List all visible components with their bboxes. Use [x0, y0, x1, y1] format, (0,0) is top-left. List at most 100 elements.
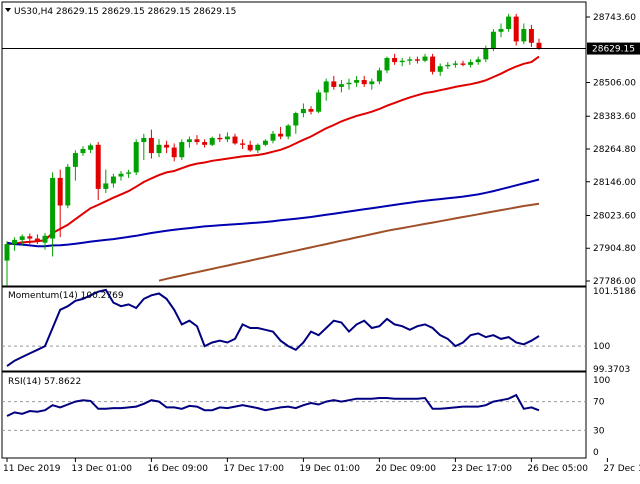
candle-body	[12, 239, 18, 245]
candle	[72, 150, 78, 181]
candle-body	[475, 59, 481, 63]
candle-body	[126, 172, 132, 174]
candle-body	[156, 144, 162, 154]
candle	[270, 131, 276, 144]
moving-averages	[6, 55, 540, 282]
candle-body	[384, 57, 390, 71]
candle	[12, 237, 18, 251]
candle-body	[19, 236, 25, 240]
candle	[316, 89, 322, 114]
price-tick-label: 27904.80	[593, 244, 636, 254]
candle-body	[164, 144, 170, 148]
rsi-tick-label: 70	[593, 398, 605, 408]
candle	[300, 103, 306, 118]
price-axis: 28743.60 28506.00 28383.60 28264.80 28146.00…	[2, 13, 640, 287]
candle-body	[445, 64, 451, 67]
ema-fast-line	[6, 55, 540, 246]
candle	[186, 136, 192, 148]
candle-body	[338, 84, 344, 87]
price-tick-label: 28743.60	[593, 13, 636, 23]
time-tick-label: 19 Dec 01:00	[299, 464, 360, 474]
candle	[217, 133, 223, 143]
candle	[430, 53, 436, 75]
candle	[4, 241, 10, 286]
ema-slow-line	[158, 202, 540, 282]
candle	[346, 78, 352, 90]
candle	[194, 135, 200, 145]
candle-body	[528, 29, 534, 43]
candle	[506, 13, 512, 32]
rsi-tick-label: 30	[593, 426, 605, 436]
candle-body	[521, 29, 527, 42]
candle	[126, 169, 132, 178]
candle	[498, 23, 504, 38]
time-tick-label: 13 Dec 01:00	[71, 464, 132, 474]
candle	[468, 59, 474, 68]
candle-body	[536, 42, 542, 49]
candle	[50, 172, 56, 257]
candle	[95, 142, 101, 200]
candle-body	[80, 148, 86, 154]
ema-mid-line	[6, 178, 540, 248]
candle-body	[369, 81, 375, 85]
time-tick-label: 20 Dec 09:00	[375, 464, 436, 474]
candle-body	[171, 147, 177, 158]
candle	[452, 60, 458, 68]
time-tick-label: 23 Dec 17:00	[451, 464, 512, 474]
candle-body	[361, 80, 367, 85]
time-tick-label: 26 Dec 05:00	[527, 464, 588, 474]
candle-body	[376, 70, 382, 82]
candle	[110, 173, 116, 188]
candle-body	[240, 143, 246, 145]
candle	[209, 136, 215, 147]
momentum-pane	[1, 286, 587, 372]
candle-body	[133, 142, 139, 173]
candle	[156, 139, 162, 158]
candle-body	[232, 136, 238, 144]
time-tick-label: 16 Dec 09:00	[147, 464, 208, 474]
candle-body	[498, 29, 504, 32]
candle	[80, 146, 86, 156]
candle-body	[308, 108, 314, 112]
candle-body	[42, 235, 48, 243]
price-tick-label: 28146.00	[593, 178, 636, 188]
candle-body	[316, 92, 322, 112]
candle-body	[437, 66, 443, 72]
candle	[521, 23, 527, 45]
candle-body	[27, 236, 33, 239]
candle	[293, 111, 299, 134]
candle	[42, 233, 48, 250]
candle	[323, 78, 329, 101]
candle	[19, 234, 25, 246]
candle-body	[95, 144, 101, 189]
candle	[384, 56, 390, 74]
price-tick-label: 28023.60	[593, 211, 636, 221]
candle-body	[262, 140, 268, 145]
candle-body	[247, 144, 253, 151]
candle-body	[483, 48, 489, 60]
candle	[376, 67, 382, 85]
candle-body	[209, 137, 215, 145]
rsi-indicator: 100 70 30 0	[2, 376, 610, 458]
candle-body	[323, 81, 329, 93]
candle-body	[65, 166, 71, 206]
momentum-label: Momentum(14) 100.2769	[8, 291, 124, 301]
time-axis: 11 Dec 2019 13 Dec 01:00 16 Dec 09:00 17 De…	[3, 458, 640, 474]
candle-body	[118, 173, 124, 177]
candle-body	[270, 133, 276, 141]
candle-body	[148, 137, 154, 154]
candle	[148, 129, 154, 159]
candle	[445, 62, 451, 69]
candle	[308, 106, 314, 115]
candle-body	[278, 133, 284, 137]
symbol-dropdown-icon[interactable]	[5, 8, 11, 12]
momentum-tick-label: 101.5186	[593, 287, 636, 297]
candle-body	[194, 139, 200, 143]
candle	[103, 169, 109, 194]
candle	[414, 56, 420, 64]
candle	[460, 60, 466, 67]
candle	[361, 75, 367, 87]
current-price-tag	[587, 42, 640, 55]
candle	[399, 57, 405, 67]
